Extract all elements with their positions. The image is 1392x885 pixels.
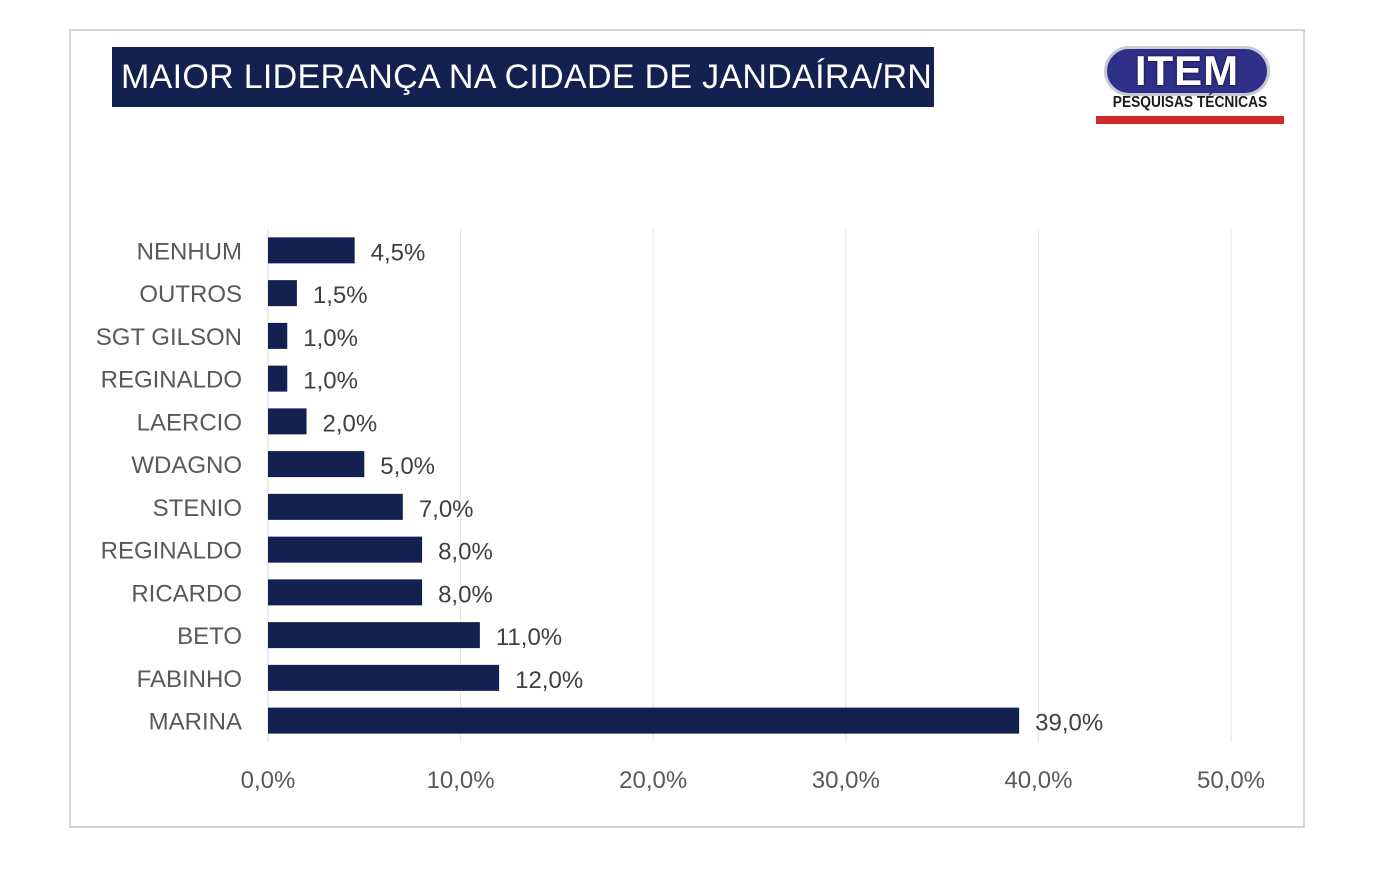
data-label: 7,0%	[419, 496, 474, 523]
x-tick-label: 40,0%	[1004, 767, 1072, 794]
data-label: 2,0%	[323, 410, 378, 437]
category-label: SGT GILSON	[96, 324, 242, 351]
category-label: REGINALDO	[101, 367, 242, 394]
category-label: STENIO	[153, 495, 242, 522]
bar	[268, 237, 355, 264]
x-tick-label: 30,0%	[812, 767, 880, 794]
bar	[268, 707, 1020, 734]
category-label: OUTROS	[139, 281, 242, 308]
data-label: 1,0%	[303, 368, 358, 395]
data-label: 4,5%	[371, 239, 426, 266]
category-label: NENHUM	[137, 238, 242, 265]
bar	[268, 280, 297, 307]
bar	[268, 622, 480, 649]
data-label: 39,0%	[1035, 710, 1103, 737]
bar	[268, 451, 365, 478]
data-label: 12,0%	[515, 667, 583, 694]
x-tick-label: 50,0%	[1197, 767, 1265, 794]
category-label: LAERCIO	[137, 409, 242, 436]
bar	[268, 579, 423, 606]
category-label: BETO	[177, 623, 242, 650]
category-label: MARINA	[149, 709, 242, 736]
data-label: 8,0%	[438, 581, 493, 608]
category-label: FABINHO	[137, 666, 242, 693]
data-label: 1,0%	[303, 325, 358, 352]
x-tick-label: 20,0%	[619, 767, 687, 794]
bar	[268, 322, 288, 349]
x-tick-label: 0,0%	[241, 767, 296, 794]
chart-title: MAIOR LIDERANÇA NA CIDADE DE JANDAÍRA/RN	[112, 47, 934, 107]
data-label: 1,5%	[313, 282, 368, 309]
logo-main-text: ITEM	[1134, 47, 1240, 94]
bar	[268, 493, 403, 520]
item-logo: ITEM PESQUISAS TÉCNICAS	[1096, 44, 1284, 126]
bar	[268, 664, 500, 691]
x-tick-label: 10,0%	[427, 767, 495, 794]
data-label: 11,0%	[496, 624, 562, 651]
bar	[268, 408, 307, 435]
bar	[268, 365, 288, 392]
logo-sub-text: PESQUISAS TÉCNICAS	[1112, 94, 1268, 111]
data-label: 8,0%	[438, 539, 493, 566]
logo-oval	[1104, 46, 1270, 96]
bar	[268, 536, 423, 563]
category-label: RICARDO	[131, 580, 242, 607]
data-label: 5,0%	[380, 453, 435, 480]
logo-red-bar	[1096, 116, 1284, 124]
category-label: REGINALDO	[101, 538, 242, 565]
category-label: WDAGNO	[131, 452, 242, 479]
